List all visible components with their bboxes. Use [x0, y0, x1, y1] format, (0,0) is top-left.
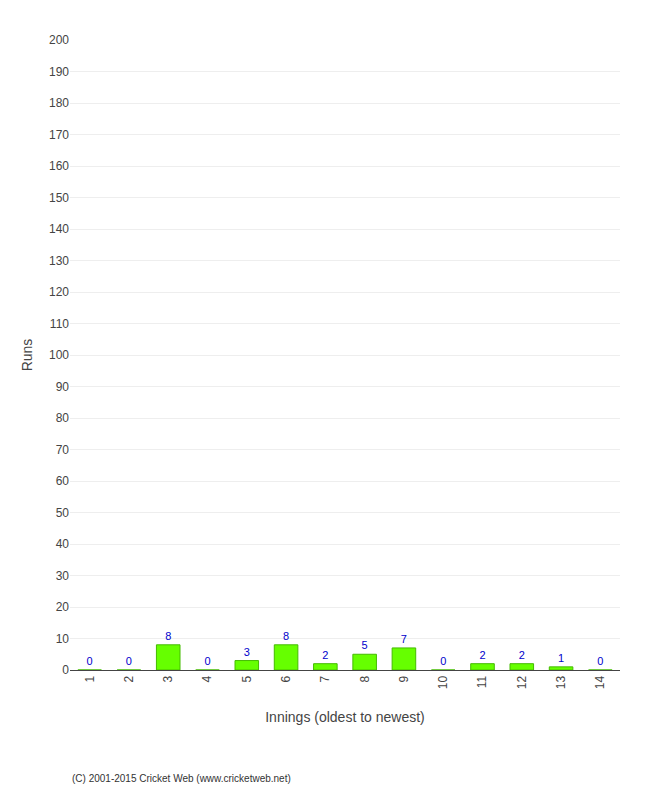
- svg-text:0: 0: [597, 655, 603, 667]
- svg-text:140: 140: [49, 222, 69, 236]
- svg-text:8: 8: [358, 675, 372, 682]
- svg-text:20: 20: [56, 600, 70, 614]
- svg-text:8: 8: [165, 630, 171, 642]
- svg-text:160: 160: [49, 159, 69, 173]
- svg-text:Innings (oldest to newest): Innings (oldest to newest): [265, 709, 425, 725]
- svg-text:0: 0: [87, 655, 93, 667]
- svg-text:3: 3: [161, 675, 175, 682]
- svg-text:90: 90: [56, 380, 70, 394]
- svg-text:180: 180: [49, 96, 69, 110]
- svg-text:4: 4: [200, 675, 214, 682]
- svg-text:80: 80: [56, 411, 70, 425]
- svg-text:13: 13: [554, 675, 568, 689]
- svg-text:1: 1: [83, 675, 97, 682]
- svg-text:2: 2: [479, 649, 485, 661]
- svg-text:5: 5: [362, 639, 368, 651]
- svg-text:3: 3: [244, 646, 250, 658]
- svg-text:2: 2: [122, 675, 136, 682]
- svg-text:7: 7: [401, 633, 407, 645]
- svg-text:0: 0: [440, 655, 446, 667]
- svg-text:2: 2: [322, 649, 328, 661]
- svg-text:50: 50: [56, 506, 70, 520]
- svg-text:60: 60: [56, 474, 70, 488]
- svg-text:70: 70: [56, 443, 70, 457]
- svg-text:7: 7: [318, 675, 332, 682]
- svg-text:11: 11: [475, 675, 489, 688]
- svg-text:Runs: Runs: [19, 339, 35, 372]
- svg-text:40: 40: [56, 537, 70, 551]
- svg-text:10: 10: [436, 675, 450, 689]
- svg-text:9: 9: [397, 675, 411, 682]
- svg-text:0: 0: [204, 655, 210, 667]
- svg-text:200: 200: [49, 33, 69, 47]
- svg-text:5: 5: [240, 675, 254, 682]
- svg-text:14: 14: [593, 675, 607, 689]
- svg-text:12: 12: [515, 675, 529, 689]
- svg-text:0: 0: [126, 655, 132, 667]
- svg-text:170: 170: [49, 128, 69, 142]
- svg-text:10: 10: [56, 632, 70, 646]
- svg-text:1: 1: [558, 652, 564, 664]
- svg-text:130: 130: [49, 254, 69, 268]
- svg-text:(C) 2001-2015 Cricket Web (www: (C) 2001-2015 Cricket Web (www.cricketwe…: [72, 773, 291, 784]
- svg-text:120: 120: [49, 285, 69, 299]
- svg-text:110: 110: [50, 317, 69, 331]
- svg-text:100: 100: [49, 348, 69, 362]
- svg-text:30: 30: [56, 569, 70, 583]
- svg-text:8: 8: [283, 630, 289, 642]
- svg-text:6: 6: [279, 675, 293, 682]
- svg-text:150: 150: [49, 191, 69, 205]
- svg-text:2: 2: [519, 649, 525, 661]
- svg-text:190: 190: [49, 65, 69, 79]
- svg-text:0: 0: [62, 663, 69, 677]
